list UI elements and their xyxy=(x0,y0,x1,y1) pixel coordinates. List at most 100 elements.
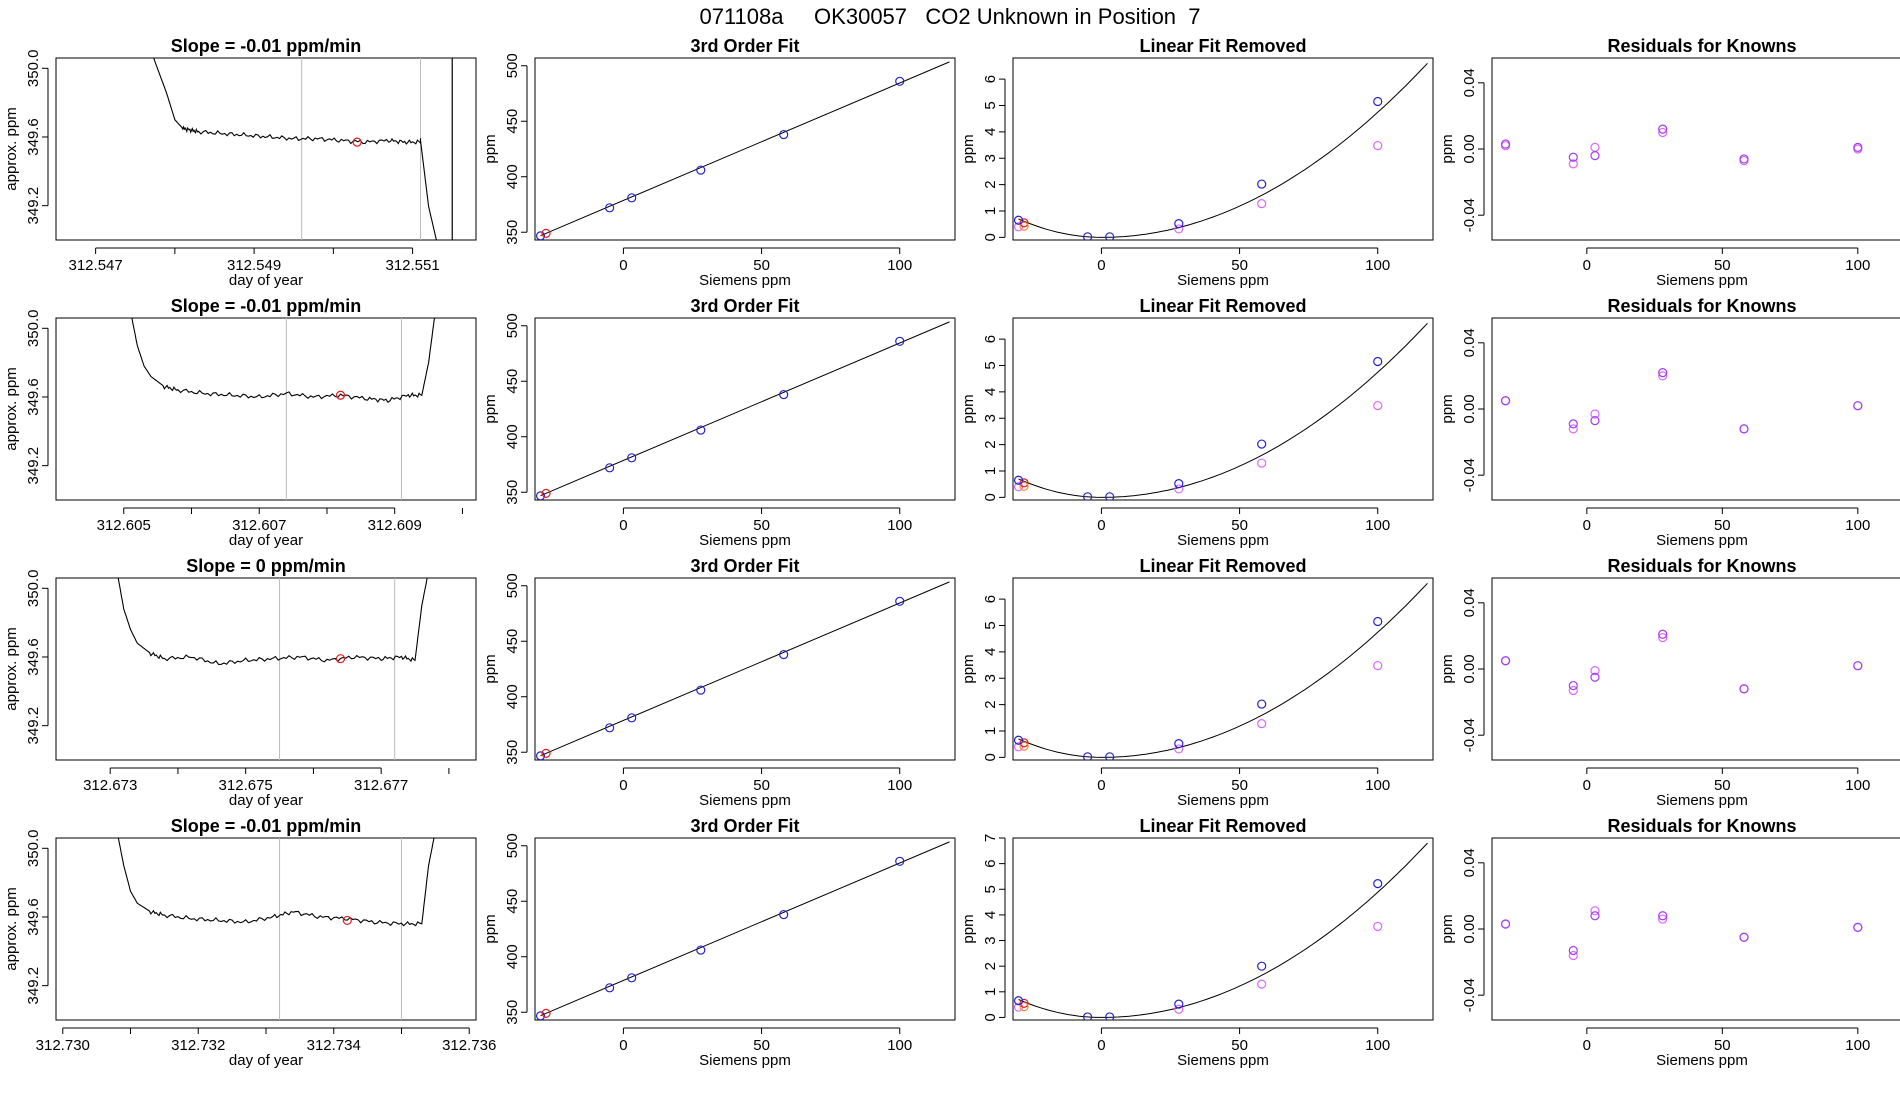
known-point-alt xyxy=(1373,921,1383,932)
panel-title: 3rd Order Fit xyxy=(690,816,799,836)
x-axis-label: Siemens ppm xyxy=(699,792,791,809)
fit-point xyxy=(535,1011,546,1020)
y-tick-label: 0.04 xyxy=(1461,68,1478,97)
y-tick-label: 349.6 xyxy=(25,898,42,936)
panel-title: Slope = 0 ppm/min xyxy=(186,556,346,576)
x-tick-label: 50 xyxy=(753,777,770,794)
residual-point xyxy=(1853,142,1863,152)
plot-frame xyxy=(534,317,956,501)
fit-curve xyxy=(540,61,950,237)
fit-point xyxy=(541,748,551,758)
fit-point xyxy=(895,856,905,866)
y-tick-label: 349.2 xyxy=(25,707,42,745)
known-point xyxy=(1105,492,1115,500)
known-point xyxy=(1105,1012,1115,1020)
x-tick-label: 50 xyxy=(1714,257,1731,274)
panel-title: 3rd Order Fit xyxy=(690,296,799,316)
plot-frame xyxy=(534,57,956,241)
residual-point-alt xyxy=(1568,424,1578,434)
y-tick-label: 4 xyxy=(982,128,999,136)
y-axis-label: ppm xyxy=(960,134,977,163)
fit-point xyxy=(627,453,637,463)
y-tick-label: 500 xyxy=(504,53,521,78)
known-point xyxy=(1373,96,1383,107)
residuals-panel: Residuals for Knowns 0 50 100 Siemens ppm -0.… xyxy=(1439,36,1900,289)
fit-curve xyxy=(540,841,950,1017)
y-tick-label: 5 xyxy=(982,361,999,369)
x-axis-label: Siemens ppm xyxy=(1656,1052,1748,1069)
x-tick-label: 0 xyxy=(619,257,627,274)
y-tick-label: 450 xyxy=(504,629,521,654)
x-tick-label: 312.734 xyxy=(307,1037,361,1054)
y-tick-label: 3 xyxy=(982,936,999,944)
fit-point xyxy=(696,165,706,175)
known-point-alt xyxy=(1257,718,1267,729)
y-tick-label: 350 xyxy=(504,740,521,765)
y-tick-label: 0.00 xyxy=(1461,654,1478,683)
panel-title: Slope = -0.01 ppm/min xyxy=(171,816,362,836)
y-tick-label: 0.00 xyxy=(1461,914,1478,943)
known-point xyxy=(1257,699,1267,709)
y-tick-label: 0 xyxy=(982,1013,999,1021)
x-axis-label: Siemens ppm xyxy=(1177,1052,1269,1069)
plot-frame xyxy=(1012,317,1434,501)
plot-frame xyxy=(55,837,477,1021)
known-point xyxy=(1373,356,1383,367)
y-axis-label: ppm xyxy=(1439,134,1456,163)
y-axis-label: ppm xyxy=(960,654,977,683)
panel-title: Slope = -0.01 ppm/min xyxy=(171,36,362,56)
known-point xyxy=(1257,961,1267,971)
known-point xyxy=(1174,999,1184,1009)
y-tick-label: 0.04 xyxy=(1461,848,1478,877)
y-tick-label: 0.00 xyxy=(1461,134,1478,163)
y-tick-label: 500 xyxy=(504,833,521,858)
residual-point xyxy=(1658,124,1668,134)
y-tick-label: 0.00 xyxy=(1461,394,1478,423)
residual-point xyxy=(1590,415,1600,426)
x-tick-label: 0 xyxy=(619,777,627,794)
x-tick-label: 100 xyxy=(887,777,912,794)
residual-point xyxy=(1658,911,1668,921)
known-point-alt xyxy=(1174,744,1184,754)
residual-point-alt xyxy=(1658,371,1668,381)
fit-point xyxy=(605,203,615,213)
y-tick-label: 2 xyxy=(982,962,999,970)
residual-point-alt xyxy=(1658,632,1668,643)
residual-point xyxy=(1658,629,1668,639)
residual-curve xyxy=(1018,322,1428,498)
known-point xyxy=(1013,215,1024,225)
known-point-alt xyxy=(1373,140,1383,151)
residual-point xyxy=(1853,661,1863,671)
residual-point xyxy=(1739,424,1749,434)
panel-title: 3rd Order Fit xyxy=(690,556,799,576)
y-tick-label: 349.6 xyxy=(25,378,42,416)
trace-line xyxy=(131,318,436,403)
x-tick-label: 312.675 xyxy=(219,777,273,794)
y-tick-label: 2 xyxy=(982,700,999,708)
fit-point xyxy=(605,463,615,473)
fit-panel: 3rd Order Fit 0 50 100 Siemens ppm 350 400 450 5… xyxy=(482,556,956,809)
panel-title: Slope = -0.01 ppm/min xyxy=(171,296,362,316)
known-point xyxy=(1174,479,1184,489)
y-tick-label: -0.04 xyxy=(1461,718,1478,752)
y-tick-label: 4 xyxy=(982,911,999,919)
x-tick-label: 312.730 xyxy=(36,1037,90,1054)
y-tick-label: 350 xyxy=(504,220,521,245)
x-tick-label: 312.547 xyxy=(69,257,123,274)
fit-point xyxy=(895,76,905,86)
panel-title: Residuals for Knowns xyxy=(1607,816,1796,836)
x-tick-label: 0 xyxy=(1583,517,1591,534)
trace-panel: Slope = -0.01 ppm/min 312.605 312.607 312.6… xyxy=(3,296,477,549)
y-tick-label: 0 xyxy=(982,233,999,241)
known-point-alt xyxy=(1174,224,1184,234)
y-tick-label: 349.6 xyxy=(25,638,42,676)
y-tick-label: 3 xyxy=(982,414,999,422)
fit-curve xyxy=(540,321,950,497)
residual-point xyxy=(1568,680,1578,691)
x-tick-label: 50 xyxy=(753,257,770,274)
fit-point xyxy=(535,491,546,500)
x-tick-label: 312.609 xyxy=(368,517,422,534)
fit-point xyxy=(627,973,637,983)
trace-marker xyxy=(335,390,346,400)
x-axis-label: Siemens ppm xyxy=(1177,272,1269,289)
